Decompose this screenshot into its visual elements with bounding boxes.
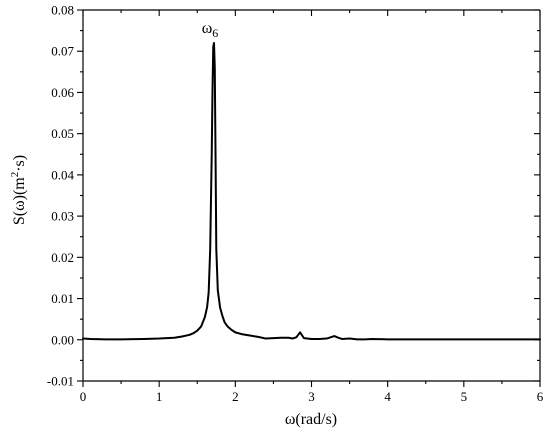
x-tick-label: 4 [384, 389, 391, 404]
y-tick-label: 0.00 [51, 332, 74, 347]
axes: 0 1 2 3 4 5 6 -0.01 0.00 0.01 0.02 0.03 0.04 0.05 0.06… [47, 3, 544, 405]
y-tick-label: 0.05 [51, 126, 74, 141]
y-tick-label: 0.06 [51, 85, 74, 100]
x-tick-label: 0 [80, 389, 87, 404]
x-tick-label: 3 [308, 389, 315, 404]
y-axis-title: S(ω)(m2·s) [9, 155, 28, 225]
y-tick-label: 0.07 [51, 44, 74, 59]
x-axis-title: ω(rad/s) [285, 411, 337, 428]
y-tick-label: 0.02 [51, 250, 74, 265]
x-tick-label: 5 [461, 389, 468, 404]
y-tick-label: 0.04 [51, 167, 74, 182]
y-tick-label: -0.01 [47, 374, 74, 389]
spectrum-line [82, 41, 541, 341]
y-tick-label: 0.01 [51, 291, 74, 306]
x-tick-label: 1 [156, 389, 163, 404]
peak-annotation: ω6 [202, 20, 219, 40]
x-tick-label: 2 [232, 389, 239, 404]
y-tick-label: 0.03 [51, 209, 74, 224]
y-tick-label: 0.08 [51, 3, 74, 18]
plot-area: ω6 [82, 20, 541, 341]
x-tick-label: 6 [537, 389, 544, 404]
